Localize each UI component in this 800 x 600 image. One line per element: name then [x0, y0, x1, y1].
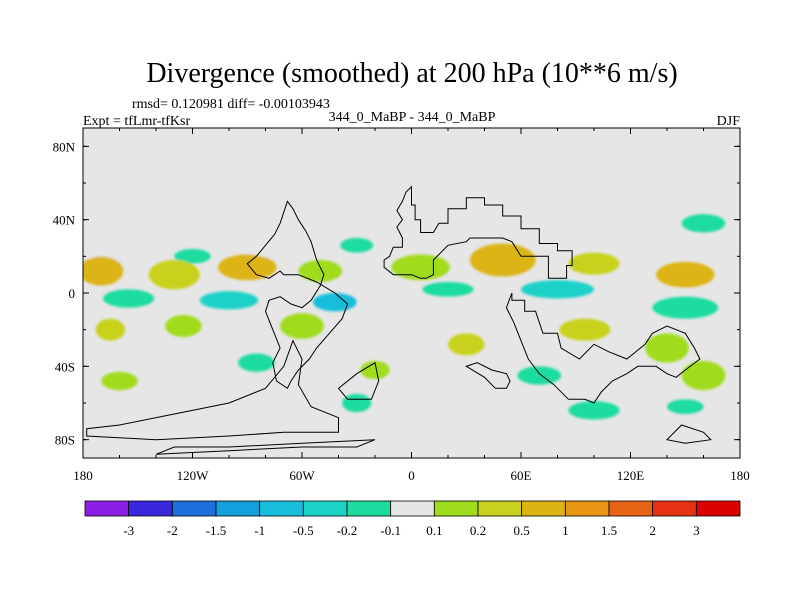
colorbar-label: -1.5 [206, 523, 227, 538]
colorbar-swatch [521, 500, 566, 517]
field-patch [280, 313, 324, 339]
colorbar-swatch [259, 500, 304, 517]
field-patch [83, 256, 124, 286]
colorbar-label: -0.5 [293, 523, 314, 538]
colorbar-label: 3 [693, 523, 700, 538]
field-patch [95, 318, 125, 341]
field-patch [521, 280, 594, 299]
continent-outline [465, 362, 511, 389]
field-patch [469, 243, 536, 277]
field-patch [568, 252, 620, 275]
field-patch [568, 210, 620, 229]
colorbar-swatch [433, 500, 479, 517]
x-tick-label: 180 [730, 468, 750, 483]
field-patch [681, 214, 726, 233]
field-patch [342, 393, 372, 413]
field-patch [568, 401, 620, 420]
x-tick-label: 120E [617, 468, 645, 483]
field-patch [652, 296, 719, 319]
y-tick-label: 40S [55, 359, 75, 374]
x-tick-label: 60W [289, 468, 315, 483]
colorbar-swatch [695, 500, 741, 517]
colorbar-swatch [84, 500, 130, 517]
field-patch [559, 318, 611, 341]
colorbar-swatch [564, 500, 610, 517]
field-patch [312, 293, 357, 312]
field-patch [218, 254, 277, 281]
colorbar-label: 0.2 [470, 523, 486, 538]
axes: 180 120W 60W 0 60E 120E 180 80N 40N 0 40S 80S [53, 128, 750, 483]
continent-outline [86, 339, 339, 441]
field-patch [360, 360, 390, 380]
field-patch [148, 260, 200, 290]
colorbar-swatch [302, 500, 348, 517]
continent-outline [246, 200, 349, 390]
x-tick-label: 0 [408, 468, 415, 483]
y-tick-label: 80S [55, 433, 75, 448]
colorbar-swatch [215, 500, 261, 517]
colorbar-swatch [171, 500, 217, 517]
y-tick-label: 80N [53, 139, 76, 154]
continent-outline [155, 439, 376, 455]
field-patch [681, 360, 726, 391]
y-tick-label: 40N [53, 213, 76, 228]
field-patch [340, 238, 374, 253]
colorbar-swatch [128, 500, 173, 517]
x-tick-label: 60E [511, 468, 532, 483]
field-patch [238, 353, 275, 372]
colorbar-label: -1 [254, 523, 265, 538]
colorbar-label: -0.1 [380, 523, 401, 538]
x-tick-label: 180 [73, 468, 93, 483]
field-patch [667, 399, 704, 414]
field-patch [422, 282, 474, 297]
x-tick-label: 120W [177, 468, 210, 483]
field-patch [448, 333, 485, 356]
field-patch [165, 315, 202, 337]
colorbar-swatch [652, 500, 697, 517]
continent-outline [337, 361, 380, 400]
continent-outline [505, 292, 701, 404]
colorbar: -3 -2 -1.5 -1 -0.5 -0.2 -0.1 0.1 0.2 0.5 1 1.5 2 3 [84, 500, 741, 538]
colorbar-swatch [390, 500, 435, 517]
stats-label: rmsd= 0.120981 diff= -0.00103943 [132, 97, 330, 112]
season-label: DJF [717, 114, 741, 129]
colorbar-label: 1.5 [601, 523, 617, 538]
field-patch [298, 260, 343, 282]
divergence-field [83, 210, 726, 420]
y-tick-label: 0 [69, 286, 76, 301]
experiment-label: Expt = tfLmr-tfKsr [83, 114, 190, 129]
colorbar-label: -0.2 [337, 523, 358, 538]
field-patch [101, 371, 138, 391]
colorbar-label: 0.1 [426, 523, 442, 538]
continent-outline [383, 185, 573, 279]
colorbar-swatch [477, 500, 523, 517]
continent-outline [665, 424, 712, 444]
colorbar-swatch [608, 500, 654, 517]
field-patch [199, 291, 259, 310]
plot-background [83, 128, 740, 458]
colorbar-label: -3 [123, 523, 134, 538]
field-patch [462, 214, 507, 233]
field-patch [174, 249, 211, 264]
field-patch [391, 254, 450, 281]
chart-title: Divergence (smoothed) at 200 hPa (10**6 … [146, 58, 677, 89]
field-patch [103, 289, 155, 308]
continent-outlines [86, 185, 712, 455]
colorbar-swatch [346, 500, 392, 517]
colorbar-label: 0.5 [514, 523, 530, 538]
field-patch [656, 261, 715, 288]
field-patch [645, 333, 689, 363]
colorbar-label: -2 [167, 523, 178, 538]
colorbar-label: 1 [562, 523, 569, 538]
field-patch [517, 366, 562, 385]
colorbar-label: 2 [649, 523, 656, 538]
case-label: 344_0_MaBP - 344_0_MaBP [329, 110, 496, 125]
